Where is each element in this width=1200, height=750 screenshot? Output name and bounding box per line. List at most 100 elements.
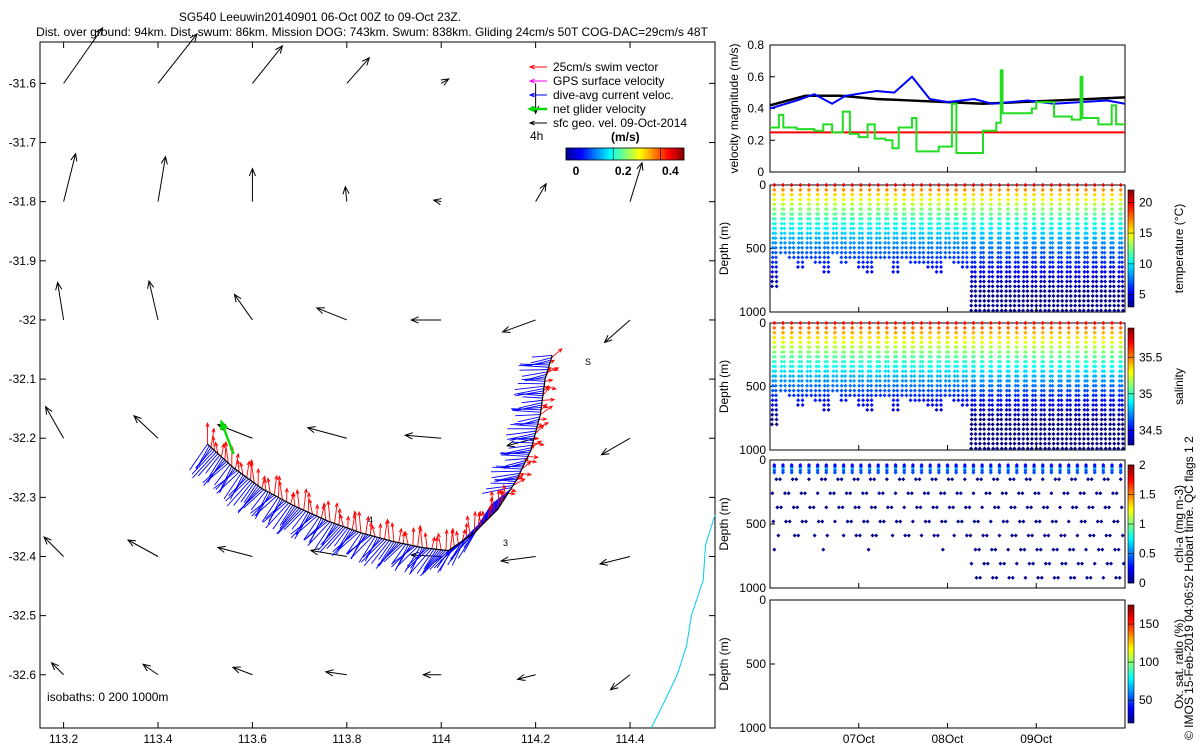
profile-point xyxy=(842,354,847,359)
profile-point xyxy=(1024,260,1029,265)
profile-point xyxy=(964,231,969,236)
current-vector-arrow xyxy=(315,307,348,321)
chl-point xyxy=(1022,547,1027,552)
chl-point xyxy=(1053,477,1058,482)
profile-point xyxy=(1119,236,1124,241)
profile-point xyxy=(1040,330,1045,335)
profile-point xyxy=(969,436,974,441)
profile-point xyxy=(894,216,899,221)
profile-point xyxy=(1076,398,1081,403)
profile-point xyxy=(1024,378,1029,383)
profile-point xyxy=(961,359,966,364)
profile-point xyxy=(935,369,940,374)
chl-point xyxy=(1096,547,1101,552)
profile-point xyxy=(929,378,934,383)
profile-point xyxy=(774,407,779,412)
profile-point xyxy=(830,250,835,255)
profile-point xyxy=(995,265,1000,270)
chl-point xyxy=(1082,491,1087,496)
chl-point xyxy=(1052,575,1057,580)
profile-point xyxy=(1039,269,1044,274)
profile-point xyxy=(1058,340,1063,345)
profile-point xyxy=(814,374,819,379)
dac-vector xyxy=(350,535,374,559)
depth-colorbar-label: temperature (°C) xyxy=(1172,204,1186,294)
profile-point xyxy=(1111,422,1116,427)
profile-point xyxy=(895,260,900,265)
profile-point xyxy=(833,192,838,197)
profile-point xyxy=(1103,284,1108,289)
map-colorbar-bar xyxy=(565,147,685,161)
profile-point xyxy=(817,231,822,236)
profile-point xyxy=(989,231,994,236)
profile-point xyxy=(823,226,828,231)
profile-point xyxy=(874,374,879,379)
swim-vector xyxy=(346,515,351,529)
profile-point xyxy=(995,279,1000,284)
profile-point xyxy=(816,354,821,359)
profile-point xyxy=(964,245,969,250)
chl-point xyxy=(990,575,995,580)
profile-point xyxy=(860,221,865,226)
profile-point xyxy=(839,378,844,383)
profile-point xyxy=(938,250,943,255)
profile-point xyxy=(843,236,848,241)
profile-point xyxy=(1075,330,1080,335)
profile-point xyxy=(1059,265,1064,270)
profile-point xyxy=(1058,369,1063,374)
profile-point xyxy=(963,359,968,364)
profile-point xyxy=(1039,398,1044,403)
profile-point xyxy=(1015,226,1020,231)
profile-point xyxy=(917,388,922,393)
profile-point xyxy=(996,255,1001,260)
profile-point xyxy=(814,369,819,374)
profile-point xyxy=(1094,260,1099,265)
profile-point xyxy=(1099,398,1104,403)
chl-point xyxy=(1099,519,1104,524)
profile-point xyxy=(1033,383,1038,388)
profile-point xyxy=(772,207,777,212)
profile-point xyxy=(1007,245,1012,250)
profile-point xyxy=(978,289,983,294)
profile-point xyxy=(1012,298,1017,303)
profile-point xyxy=(970,255,975,260)
profile-point xyxy=(930,403,935,408)
profile-point xyxy=(798,345,803,350)
profile-point xyxy=(1058,231,1063,236)
profile-point xyxy=(1111,289,1116,294)
profile-point xyxy=(1076,221,1081,226)
profile-point xyxy=(1110,340,1115,345)
profile-point xyxy=(1108,388,1113,393)
profile-point xyxy=(1107,436,1112,441)
isobath-label: isobaths: 0 200 1000m xyxy=(47,690,168,704)
profile-point xyxy=(1091,269,1096,274)
profile-point xyxy=(1025,303,1030,308)
profile-point xyxy=(1119,388,1124,393)
profile-point xyxy=(965,403,970,408)
profile-point xyxy=(1056,260,1061,265)
profile-point xyxy=(1051,308,1056,313)
profile-point xyxy=(782,378,787,383)
profile-point xyxy=(928,325,933,330)
profile-point xyxy=(971,340,976,345)
profile-point xyxy=(912,364,917,369)
profile-point xyxy=(869,260,874,265)
profile-point xyxy=(1016,298,1021,303)
profile-point xyxy=(1024,393,1029,398)
profile-point xyxy=(858,183,863,187)
profile-point xyxy=(867,192,872,197)
profile-point xyxy=(1111,265,1116,270)
profile-point xyxy=(791,255,796,260)
profile-point xyxy=(869,393,874,398)
profile-point xyxy=(1107,308,1112,313)
profile-point xyxy=(971,192,976,197)
chl-point xyxy=(950,477,955,482)
profile-point xyxy=(1058,216,1063,221)
chl-point xyxy=(1010,575,1015,580)
profile-point xyxy=(1039,260,1044,265)
profile-point xyxy=(822,403,827,408)
dac-vector xyxy=(482,487,512,494)
profile-point xyxy=(1102,226,1107,231)
profile-point xyxy=(969,279,974,284)
